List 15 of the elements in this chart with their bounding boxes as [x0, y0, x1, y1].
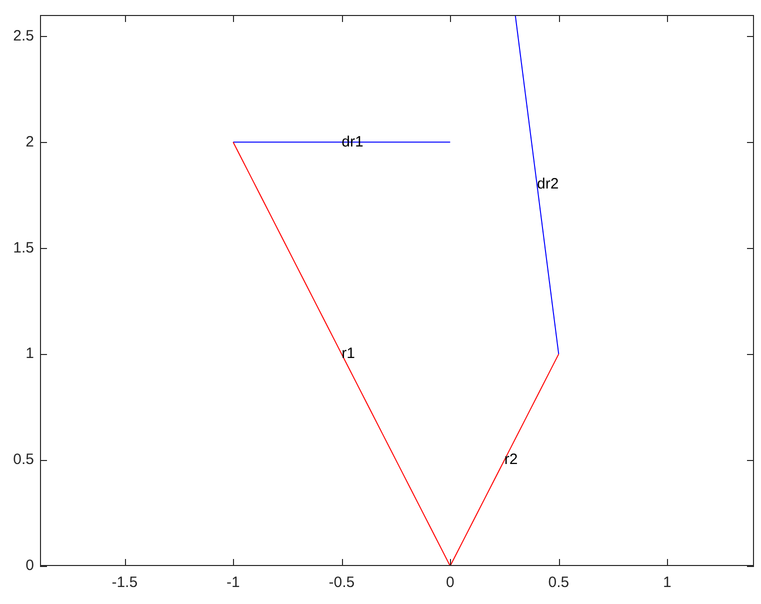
y-tick-label: 0	[26, 557, 34, 574]
y-tick-label: 1.5	[13, 239, 34, 256]
x-tick-label: -1.5	[112, 574, 138, 592]
y-tick-label: 2.5	[13, 27, 34, 44]
x-tick-label: 1	[663, 574, 672, 592]
annotation: r1	[342, 345, 356, 362]
y-tick-label: 0.5	[13, 451, 34, 468]
x-tick-label: 0	[446, 574, 454, 592]
x-tick-label: 0.5	[548, 574, 570, 592]
x-tick-label: -0.5	[328, 574, 355, 592]
y-tick-label: 1	[26, 345, 34, 362]
annotation: dr2	[536, 176, 559, 193]
annotation: r2	[504, 451, 518, 468]
x-tick-label: -1	[226, 574, 240, 592]
y-tick-label: 2	[26, 133, 34, 150]
